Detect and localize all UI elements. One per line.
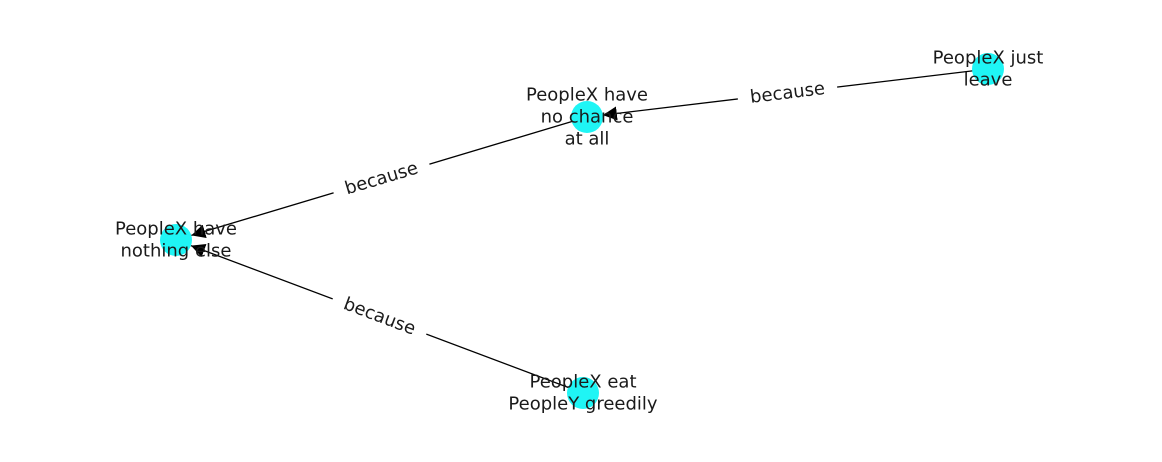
edge-label-group: because	[736, 73, 839, 113]
node-label-line: no chance	[541, 107, 634, 128]
node-label-line: at all	[565, 129, 610, 150]
edge-label-group: because	[327, 285, 432, 348]
node-label-n3: PeopleX just leave	[933, 48, 1044, 91]
node-label-line: PeopleX eat	[529, 372, 636, 393]
node-n1[interactable]	[160, 224, 192, 256]
node-label-line: PeopleX have	[526, 85, 648, 106]
node-label-n4: PeopleX eat PeopleY greedily	[508, 372, 658, 415]
edge-label-group: because	[329, 150, 434, 207]
edge-label-background	[736, 73, 839, 113]
node-label-n1: PeopleX have nothing else	[115, 219, 237, 262]
node-n2[interactable]	[571, 101, 603, 133]
node-n3[interactable]	[972, 53, 1004, 85]
node-n4[interactable]	[567, 377, 599, 409]
node-label-line: PeopleX have	[115, 219, 237, 240]
node-label-line: leave	[964, 70, 1013, 91]
edge-label-background	[327, 285, 432, 348]
node-label-line: PeopleY greedily	[508, 394, 658, 415]
node-label-line: PeopleX just	[933, 48, 1044, 69]
node-label-n2: PeopleX have no chance at all	[526, 85, 648, 150]
node-label-line: nothing else	[121, 241, 232, 262]
edge-label: because	[341, 293, 419, 339]
nodes-layer	[160, 53, 1004, 409]
edge-label-background	[329, 150, 434, 207]
